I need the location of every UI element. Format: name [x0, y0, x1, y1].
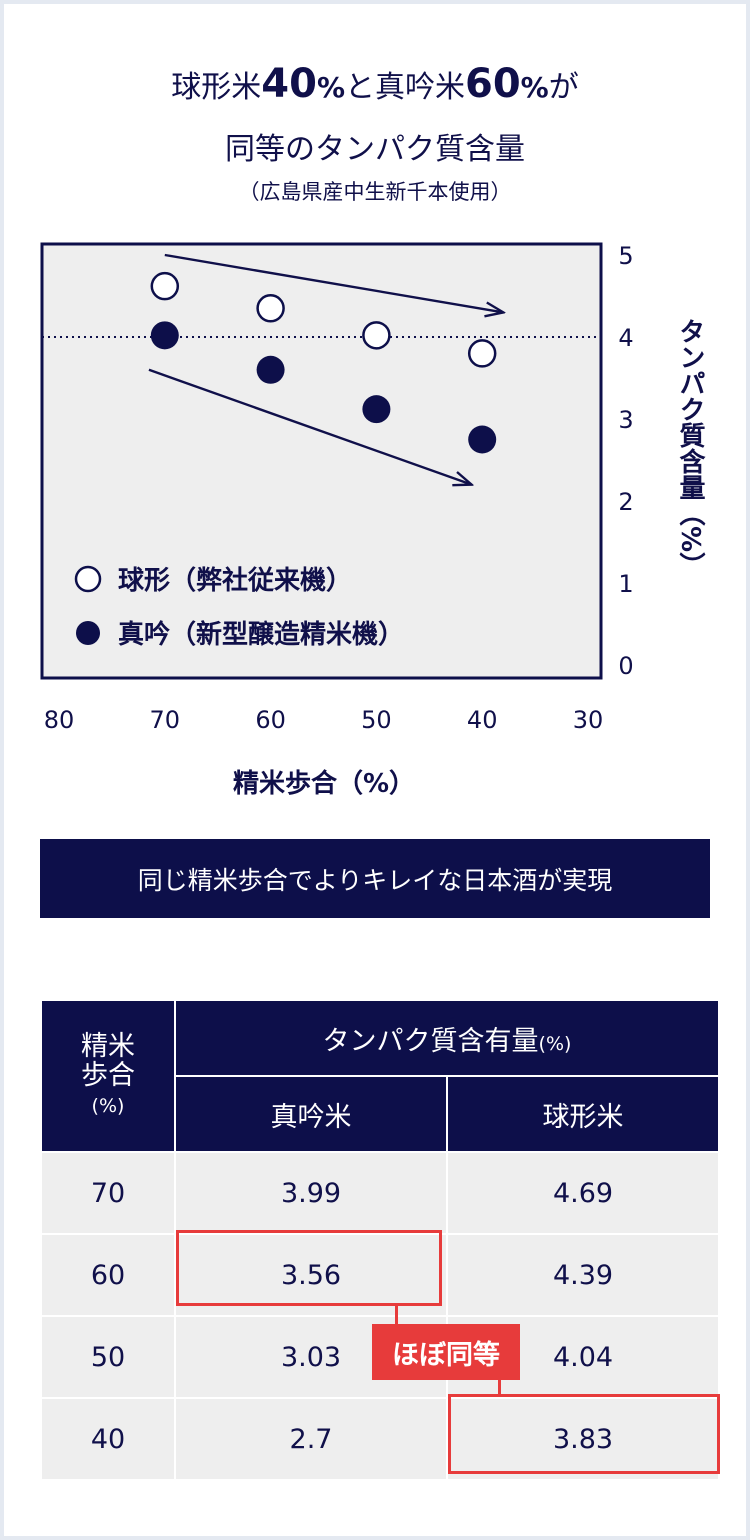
header-shingin: 真吟米 — [174, 1075, 448, 1153]
legend-label-shingin: 真吟（新型醸造精米機） — [118, 619, 404, 650]
trend-arrow — [164, 253, 504, 312]
highlight-box-kyukei-40 — [448, 1394, 720, 1474]
y-tick-label: 1 — [618, 570, 633, 598]
y-tick-label: 3 — [618, 406, 633, 434]
legend-marker-open — [74, 565, 102, 593]
y-tick-label: 0 — [618, 652, 633, 680]
callout-connector-top — [395, 1306, 398, 1328]
data-point-shingin — [468, 425, 497, 454]
equivalence-callout: ほぼ同等 — [372, 1324, 520, 1380]
header-protein-content: タンパク質含有量(%) — [174, 999, 720, 1077]
x-tick-label: 70 — [150, 706, 181, 734]
plot-area — [40, 242, 603, 680]
legend-label-kyukei: 球形（弊社従来機） — [118, 565, 352, 596]
data-point-shingin — [256, 355, 285, 384]
header-kyukei: 球形米 — [446, 1075, 720, 1153]
y-tick-label: 4 — [618, 324, 633, 352]
chart-legend: 球形（弊社従来機） 真吟（新型醸造精米機） — [74, 565, 404, 650]
legend-marker-filled — [76, 621, 100, 645]
cell-milling-rate: 40 — [40, 1397, 176, 1481]
chart-title-line2: 同等のタンパク質含量 — [225, 132, 525, 167]
x-tick-label: 50 — [361, 706, 392, 734]
x-tick-label: 40 — [467, 706, 498, 734]
cell-kyukei: 4.39 — [446, 1233, 720, 1317]
cell-milling-rate: 50 — [40, 1315, 176, 1399]
cell-kyukei: 4.69 — [446, 1151, 720, 1235]
callout-connector-bottom — [498, 1379, 501, 1394]
table-row: 50 3.03 4.04 — [40, 1315, 720, 1399]
data-point-kyukei — [467, 339, 497, 368]
trend-arrow — [148, 368, 472, 485]
infographic-card: 球形米40%と真吟米60%が 同等のタンパク質含量 （広島県産中生新千本使用） … — [4, 4, 746, 1536]
y-tick-label: 5 — [618, 242, 633, 270]
data-point-kyukei — [150, 271, 180, 301]
highlight-box-shingin-60 — [176, 1230, 442, 1306]
cell-milling-rate: 70 — [40, 1151, 176, 1235]
cell-shingin: 2.7 — [174, 1397, 448, 1481]
cell-shingin: 3.99 — [174, 1151, 448, 1235]
data-point-shingin — [362, 395, 391, 424]
data-point-shingin — [150, 321, 179, 350]
summary-banner: 同じ精米歩合でよりキレイな日本酒が実現 — [40, 839, 710, 918]
header-milling-rate: 精米 歩合 (%) — [40, 999, 176, 1153]
y-axis-label: タンパク質含量（%） — [675, 318, 705, 578]
protein-scatter-chart: 80 70 60 50 40 30 0 1 2 3 4 5 球形（弊社従来機） 真吟（新型醸造精米機… — [40, 242, 705, 799]
data-point-kyukei — [256, 294, 285, 323]
data-point-kyukei — [362, 321, 391, 350]
chart-title-line1: 球形米40%と真吟米60%が — [171, 61, 579, 107]
x-tick-label: 60 — [255, 706, 286, 734]
cell-kyukei: 3.83 — [446, 1397, 720, 1481]
y-tick-label: 2 — [618, 488, 633, 516]
x-axis-label: 精米歩合（%） — [233, 768, 415, 799]
table-row: 70 3.99 4.69 — [40, 1151, 720, 1235]
x-tick-label: 30 — [573, 706, 604, 734]
protein-table: 精米 歩合 (%) タンパク質含有量(%) 真吟米 球形米 70 3.99 4.69… — [40, 999, 720, 1481]
cell-milling-rate: 60 — [40, 1233, 176, 1317]
x-tick-label: 80 — [44, 706, 75, 734]
table-row: 40 2.7 3.83 — [40, 1397, 720, 1481]
chart-subtitle: （広島県産中生新千本使用） — [238, 180, 512, 204]
